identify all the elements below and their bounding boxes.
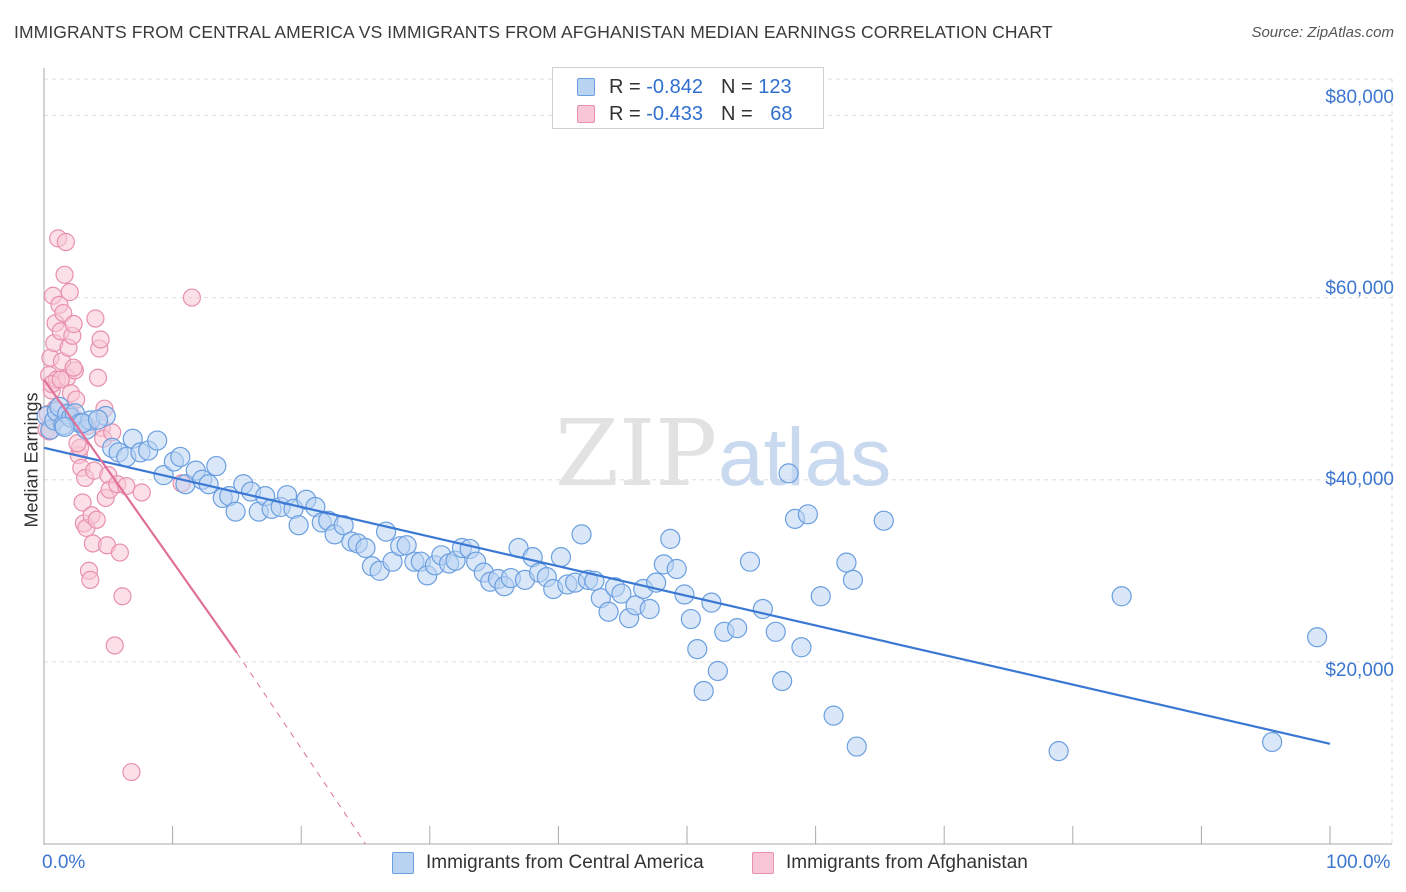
central-america-point (571, 524, 592, 545)
central-america-point (823, 705, 844, 726)
r-label: R = (609, 102, 641, 125)
r-label: R = (609, 75, 641, 98)
n-label: N = (720, 102, 753, 125)
central-america-point (170, 446, 191, 468)
afghanistan-point (51, 370, 70, 389)
y-tick-label: $20,000 (1325, 660, 1394, 681)
central-america-point (639, 598, 660, 620)
stats-legend: R = -0.842 N = 123 R = -0.433 N = 68 (552, 67, 824, 129)
legend-item-central-america: Immigrants from Central America (392, 852, 704, 874)
central-america-point (687, 639, 708, 660)
legend-label-central-america: Immigrants from Central America (426, 852, 704, 873)
watermark-zip: ZIP (555, 400, 717, 507)
afghanistan-point (73, 493, 92, 512)
central-america-point (660, 528, 681, 550)
trend-line-afghanistan (43, 378, 238, 654)
x-tick-label-min: 0.0% (42, 852, 86, 873)
x-tick-label-max: 100.0% (1326, 852, 1391, 873)
central-america-point (680, 608, 701, 630)
legend-row-central-america: R = -0.842 N = 123 (577, 74, 792, 100)
central-america-point (765, 621, 786, 642)
series-central-america-points (36, 396, 1328, 762)
central-america-point (147, 430, 168, 451)
central-america-point (666, 558, 687, 580)
afghanistan-point (68, 434, 87, 453)
central-america-point (842, 569, 863, 590)
afghanistan-point (105, 636, 124, 655)
central-america-point (355, 537, 376, 559)
central-america-point (873, 510, 894, 531)
legend-swatch-pink (577, 105, 595, 123)
afghanistan-point (88, 368, 108, 387)
legend-row-afghanistan: R = -0.433 N = 68 (577, 101, 792, 127)
central-america-point (739, 551, 761, 572)
series-legend: Immigrants from Central America Immigran… (0, 852, 1406, 878)
afghanistan-point (56, 232, 75, 252)
afghanistan-point (64, 314, 83, 334)
central-america-point (1262, 731, 1283, 753)
legend-swatch-blue (577, 78, 595, 96)
central-america-point (836, 552, 857, 573)
central-america-point (810, 586, 831, 607)
central-america-point (225, 501, 246, 522)
legend-label-afghanistan: Immigrants from Afghanistan (786, 852, 1028, 873)
n-value-central-america: 123 (758, 75, 792, 98)
series-afghanistan-points (37, 229, 201, 782)
central-america-point (778, 463, 799, 484)
central-america-point (611, 583, 632, 604)
watermark: ZIP atlas (555, 400, 891, 507)
afghanistan-point (110, 543, 129, 562)
y-axis-label: Median Earnings (21, 392, 42, 528)
afghanistan-point (64, 358, 83, 377)
central-america-point (396, 535, 417, 556)
central-america-point (598, 601, 619, 622)
axes (43, 68, 1392, 845)
central-america-point (772, 670, 793, 692)
central-america-point (54, 416, 75, 437)
afghanistan-point (60, 283, 79, 302)
legend-item-afghanistan: Immigrants from Afghanistan (752, 852, 1028, 874)
y-tick-label: $80,000 (1325, 87, 1394, 108)
afghanistan-point (87, 510, 106, 529)
afghanistan-point (113, 587, 132, 606)
legend-swatch-blue (392, 852, 414, 874)
n-label: N = (720, 75, 753, 98)
central-america-point (550, 547, 572, 568)
central-america-point (797, 504, 818, 525)
central-america-point (288, 515, 309, 536)
afghanistan-point (132, 483, 151, 502)
r-value-central-america: -0.842 (646, 75, 703, 98)
afghanistan-point (182, 288, 201, 307)
central-america-point (206, 455, 227, 477)
afghanistan-point (55, 265, 74, 284)
afghanistan-point (86, 309, 105, 328)
central-america-point (707, 660, 728, 682)
legend-swatch-pink (752, 852, 774, 874)
afghanistan-point (91, 330, 110, 349)
central-america-point (1111, 586, 1132, 607)
afghanistan-point (81, 570, 100, 589)
r-value-afghanistan: -0.433 (646, 102, 703, 125)
central-america-point (693, 680, 714, 702)
central-america-point (1048, 741, 1069, 762)
central-america-point (1307, 627, 1328, 648)
trend-line-afghanistan-extrapolated (236, 652, 366, 845)
trend-lines (43, 378, 1331, 845)
chart-title: IMMIGRANTS FROM CENTRAL AMERICA VS IMMIG… (14, 22, 1053, 42)
central-america-point (87, 409, 109, 430)
y-tick-label: $60,000 (1325, 278, 1394, 299)
central-america-point (727, 618, 748, 639)
central-america-point (791, 637, 812, 658)
n-value-afghanistan: 68 (770, 102, 793, 125)
trend-line-central-america (43, 446, 1331, 745)
watermark-atlas: atlas (718, 412, 891, 503)
afghanistan-point (122, 762, 141, 782)
central-america-point (846, 736, 867, 757)
source-label: Source: ZipAtlas.com (1251, 24, 1394, 41)
y-tick-label: $40,000 (1325, 469, 1394, 490)
